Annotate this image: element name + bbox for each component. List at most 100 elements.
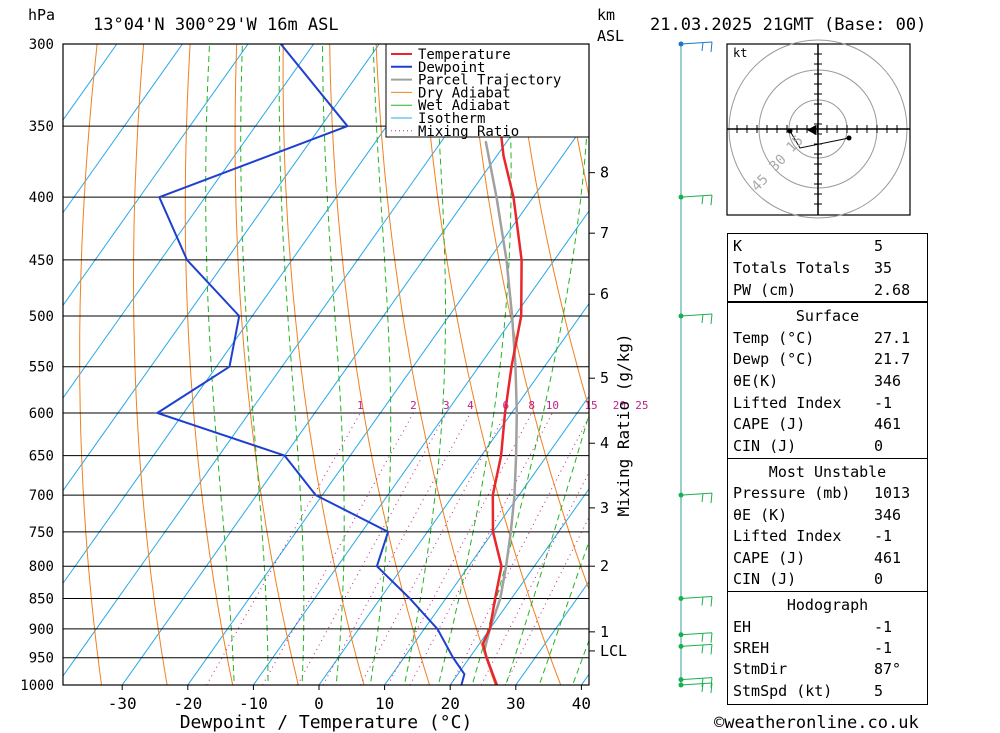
- pressure-tick-label: 1000: [20, 678, 54, 694]
- height-tick-label: 5: [600, 369, 609, 387]
- pressure-tick-label: 700: [29, 488, 54, 504]
- wind-barb: [680, 194, 713, 206]
- temperature-tick-label: -10: [239, 694, 268, 713]
- mu-pressure-row: Pressure (mb) 1013: [733, 484, 911, 502]
- credit: ©weatheronline.co.uk: [714, 713, 919, 733]
- mixing-ratio-line: [504, 516, 589, 685]
- mixing-ratio-label: 2: [410, 399, 417, 412]
- height-tick-label: 8: [600, 164, 609, 182]
- x-axis-label: Dewpoint / Temperature (°C): [180, 712, 473, 733]
- isotherm-line: [383, 395, 589, 685]
- legend-label: Isotherm: [418, 111, 485, 127]
- hodograph-point: [846, 135, 852, 141]
- mixing-ratio-label: 3: [443, 399, 450, 412]
- datetime-title: 21.03.2025 21GMT (Base: 00): [650, 15, 926, 35]
- mixing-ratio-line: [387, 412, 533, 685]
- height-tick-label: 1: [600, 623, 609, 641]
- dry-adiabat-line: [922, 7, 1000, 711]
- pressure-tick-label: 600: [29, 406, 54, 422]
- wind-barb: [680, 492, 713, 504]
- hodograph-point: [787, 128, 793, 134]
- height-tick-label: LCL: [600, 642, 627, 660]
- pressure-tick-label: 800: [29, 559, 54, 575]
- temperature-tick-label: -30: [108, 694, 137, 713]
- pressure-tick-label: 650: [29, 449, 54, 465]
- mixing-ratio-label: 8: [528, 399, 535, 412]
- mixing-ratio-label: 6: [502, 399, 509, 412]
- pw-row: PW (cm) 2.68: [733, 281, 911, 299]
- mixing-ratio-labels: 1 2 3 4 6 8 10 15 20 25: [357, 399, 649, 412]
- mixing-ratio-label: 4: [467, 399, 474, 412]
- dry-adiabat-line: [468, 44, 589, 591]
- surface-dewp-row: Dewp (°C) 21.7: [733, 350, 911, 368]
- hodograph-trace: [789, 130, 850, 149]
- hodograph-unit-label: kt: [733, 46, 747, 60]
- pressure-tick-label: 300: [29, 37, 54, 53]
- mu-li-row: Lifted Index -1: [733, 527, 893, 545]
- pressure-tick-label: 450: [29, 253, 54, 269]
- wet-adiabat-line: [403, 44, 446, 685]
- pressure-tick-label: 500: [29, 309, 54, 325]
- wind-barb: [680, 632, 713, 643]
- mixing-ratio-label: 25: [635, 399, 648, 412]
- mu-cape-row: CAPE (J) 461: [733, 549, 902, 567]
- temperature-tick-label: -20: [173, 694, 202, 713]
- dry-adiabat-line: [422, 44, 562, 685]
- isotherm-line: [515, 580, 589, 685]
- wet-adiabat-line: [205, 44, 235, 685]
- most-unstable-panel: Most Unstable Pressure (mb) 1013 θE (K) 34…: [727, 458, 928, 592]
- profiles: [155, 44, 523, 685]
- temperature-tick-label: 10: [375, 694, 394, 713]
- legend-label: Mixing Ratio: [418, 124, 519, 140]
- height-tick-label: 4: [600, 434, 609, 452]
- surface-cin-row: CIN (J) 0: [733, 437, 884, 455]
- surface-panel: Surface Temp (°C) 27.1 Dewp (°C) 21.7 θE(K…: [727, 302, 928, 459]
- stmdir-row: StmDir 87°: [733, 660, 902, 678]
- mixing-ratio-line: [450, 415, 589, 685]
- mixing-ratio-line: [322, 412, 471, 685]
- dry-adiabat-line: [968, 7, 1000, 711]
- dry-adiabat-line: [282, 44, 365, 685]
- temperature-tick-label: 40: [572, 694, 591, 713]
- pressure-tick-label: 400: [29, 190, 54, 206]
- isotherm-line: [318, 302, 589, 685]
- hodograph-stats-panel: Hodograph EH -1 SREH -1 StmDir 87° StmSpd (…: [727, 591, 928, 705]
- legend-label: Parcel Trajectory: [418, 73, 561, 89]
- hodograph-stats-title: Hodograph: [786, 596, 869, 614]
- isotherm-line: [63, 44, 380, 492]
- pressure-tick-label: 750: [29, 525, 54, 541]
- wet-adiabat-line: [240, 44, 269, 685]
- surface-thetae-row: θE(K) 346: [733, 372, 902, 390]
- km-label: km: [597, 6, 615, 24]
- hpa-label: hPa: [28, 6, 55, 24]
- height-tick-label: 7: [600, 224, 609, 242]
- sreh-row: SREH -1: [733, 639, 893, 657]
- dry-adiabat-line: [79, 44, 103, 685]
- dry-adiabat-line: [515, 44, 589, 410]
- surface-temp-row: Temp (°C) 27.1: [733, 329, 911, 347]
- stmspd-row: StmSpd (kt) 5: [733, 682, 884, 700]
- wet-adiabat-line: [322, 44, 345, 685]
- wind-barb: [680, 595, 713, 607]
- wet-adiabat-line: [278, 44, 305, 685]
- height-tick-label: 2: [600, 557, 609, 575]
- totals-row: Totals Totals 35: [733, 259, 893, 277]
- surface-cape-row: CAPE (J) 461: [733, 415, 902, 433]
- wet-adiabat-line: [437, 44, 512, 685]
- height-tick-label: 6: [600, 285, 609, 303]
- wet-adiabat-line: [369, 44, 392, 685]
- surface-title: Surface: [795, 307, 860, 325]
- eh-row: EH -1: [733, 618, 893, 636]
- wet-adiabat-line: [538, 539, 589, 685]
- axes: 3003504004505005506006507007508008509009…: [20, 37, 627, 713]
- asl-label: ASL: [597, 27, 624, 45]
- legend-box: [385, 43, 590, 138]
- dry-adiabat-line: [329, 44, 431, 685]
- isotherm-line: [63, 44, 118, 121]
- legend-label: Dry Adiabat: [418, 85, 511, 101]
- isotherm-line: [63, 44, 184, 214]
- wind-barb: [680, 682, 713, 694]
